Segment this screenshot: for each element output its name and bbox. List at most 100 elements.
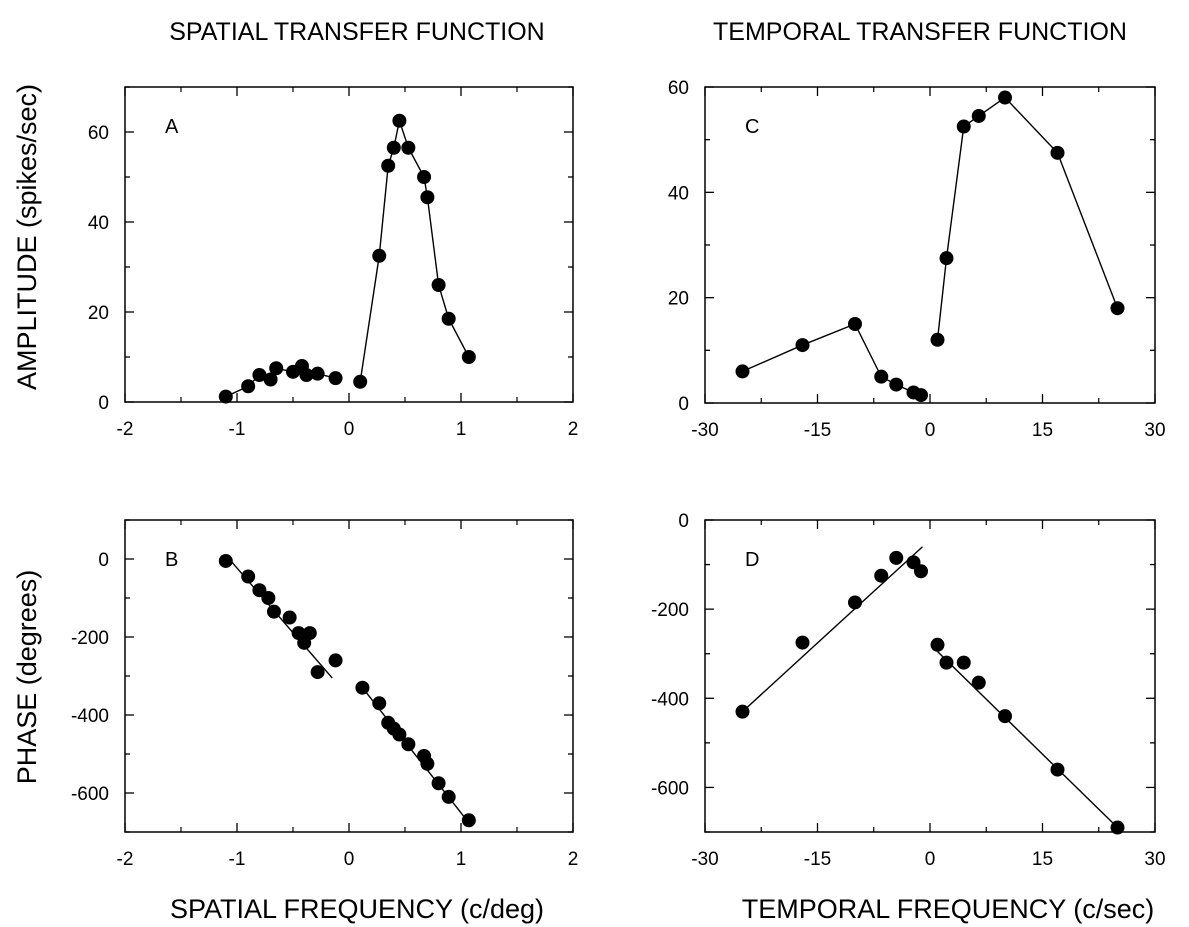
panel-a-data-point (381, 158, 396, 173)
panel-b-ytick-label: -600 (71, 784, 109, 805)
panel-d-fit-line-1 (742, 546, 923, 713)
panel-d-fit-line-2 (937, 650, 1118, 829)
panel-c-ytick-label: 20 (668, 289, 689, 310)
panel-d-data-point (1050, 762, 1065, 777)
panel-a-data-point (461, 350, 476, 364)
panel-d-xtick-label: -15 (804, 849, 831, 870)
panel-d-data-point (1110, 820, 1125, 835)
panel-d-ytick-label: -600 (651, 778, 689, 799)
panel-a-xtick-label: 2 (568, 419, 579, 440)
panel-a-data-point (386, 140, 401, 155)
panel-c-data-point (998, 90, 1012, 105)
panel-b-ytick-label: 0 (98, 550, 109, 571)
panel-c-ytick-label: 60 (668, 78, 689, 99)
panel-d-xtick-label: 30 (1144, 849, 1165, 870)
panel-c-ytick-label: 40 (668, 183, 689, 204)
panel-c-data-point (735, 364, 750, 379)
panel-b-data-point (261, 591, 276, 605)
panel-c-xtick-label: 15 (1032, 420, 1053, 441)
panel-d-data-point (971, 675, 986, 690)
panel-a-data-point (431, 278, 446, 292)
panel-c-xtick-label: -30 (691, 420, 718, 441)
panel-a-ytick-label: 0 (98, 393, 109, 414)
panel-a-data-point (269, 361, 284, 376)
panel-b-ytick-label: -200 (71, 628, 109, 649)
panel-d-data-point (874, 568, 889, 583)
panel-a-xtick-label: -2 (117, 419, 134, 440)
panel-c-data-point (1110, 301, 1125, 316)
panel-d-xtick-label: 0 (925, 849, 936, 870)
panel-c-data-point (1050, 145, 1065, 160)
panel-a-data-point (441, 311, 456, 326)
panel-b-data-point (266, 604, 281, 619)
panel-b-data-point (328, 653, 343, 668)
phase-axis-label: PHASE (degrees) (12, 570, 42, 785)
panel-c-ytick-label: 0 (678, 394, 689, 415)
panel-b-xtick-label: 1 (456, 849, 467, 870)
panel-b-data-point (355, 680, 370, 695)
panel-c-xtick-label: 0 (925, 420, 936, 441)
panel-d-data-point (939, 655, 954, 670)
panel-b-frame (124, 519, 574, 833)
panel-a-data-point (372, 248, 387, 263)
panel-d-frame (704, 519, 1156, 833)
panel-c-data-point (939, 251, 954, 266)
panel-d-ytick-label: -400 (651, 689, 689, 710)
panel-d-data-point (998, 709, 1012, 724)
panel-b-data-point (302, 626, 317, 641)
panel-c-data-point (956, 119, 971, 134)
panel-a-data-point (299, 368, 314, 382)
panel-c-data-point (848, 317, 862, 331)
panel-c-series-2-line (936, 96, 1119, 340)
temporal-frequency-axis-label: TEMPORAL FREQUENCY (c/sec) (742, 894, 1155, 924)
panel-b-xtick-label: -2 (117, 849, 134, 870)
panel-a-data-point (310, 366, 325, 381)
panel-c-data-point (795, 338, 810, 353)
panel-a-frame (124, 86, 574, 403)
panel-a-data-point (241, 379, 256, 394)
panel-b-data-point (441, 789, 456, 804)
panel-a-data-point (420, 190, 435, 205)
panel-d-data-point (735, 704, 750, 719)
panel-d-data-point (914, 564, 928, 579)
panel-c-data-point (889, 377, 904, 392)
panel-d-data-point (848, 595, 862, 610)
panel-d-data-point (930, 637, 945, 652)
panel-c-data-point (914, 388, 928, 403)
panel-a-data-point (328, 371, 343, 386)
panel-c-frame (704, 86, 1156, 404)
panel-d-xtick-label: 15 (1032, 849, 1053, 870)
panel-d-ytick-label: -200 (651, 600, 689, 621)
panel-b-data-point (282, 610, 297, 625)
panel-d-label: D (745, 549, 759, 571)
panel-b-data-point (392, 727, 407, 742)
panel-b-ytick-label: -400 (71, 706, 109, 727)
panel-b-data-point (401, 737, 416, 752)
panel-a-xtick-label: 1 (456, 419, 467, 440)
panel-b-xtick-label: 2 (568, 849, 579, 870)
panel-a-data-point (263, 372, 278, 387)
panel-b-data-point (372, 696, 387, 711)
spatial-title: SPATIAL TRANSFER FUNCTION (169, 18, 545, 46)
panel-a-xtick-label: 0 (344, 419, 355, 440)
panel-b-fit-line-1 (225, 554, 333, 679)
panel-a-data-point (252, 368, 267, 382)
panel-a-data-point (417, 170, 432, 184)
panel-a-ytick-label: 20 (88, 303, 109, 324)
panel-c-data-point (874, 369, 889, 384)
spatial-frequency-axis-label: SPATIAL FREQUENCY (c/deg) (170, 894, 544, 924)
panel-a-xtick-label: -1 (229, 419, 246, 440)
panel-b-label: B (165, 549, 178, 571)
panel-b-xtick-label: 0 (344, 849, 355, 870)
panel-b-data-point (461, 813, 476, 828)
panel-d-data-point (956, 655, 971, 670)
temporal-title: TEMPORAL TRANSFER FUNCTION (713, 18, 1127, 46)
panel-b-data-point (420, 756, 435, 771)
panel-b-xtick-label: -1 (229, 849, 246, 870)
panel-a-ytick-label: 60 (88, 123, 109, 144)
panel-a-data-point (353, 374, 368, 389)
panel-c-xtick-label: 30 (1144, 420, 1165, 441)
panel-c-label: C (745, 116, 759, 138)
panel-d-data-point (889, 550, 904, 565)
